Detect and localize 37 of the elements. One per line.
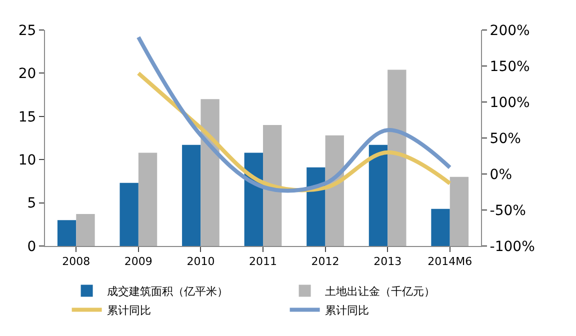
bar: [200, 99, 220, 246]
y2-tick-label: 50%: [490, 130, 521, 147]
bar: [368, 144, 388, 246]
y2-tick-label: -100%: [490, 238, 535, 255]
legend-label: 土地出让金（千亿元）: [324, 285, 435, 298]
bar: [325, 135, 344, 246]
y2-tick-label: 0%: [490, 166, 512, 183]
y-tick-label: 25: [18, 22, 36, 39]
bar: [450, 176, 469, 246]
bar: [182, 144, 201, 246]
bar: [57, 220, 76, 246]
y-tick-label: 5: [27, 196, 36, 212]
y-tick-label: 0: [27, 238, 36, 255]
bar: [263, 125, 282, 246]
y-tick-label: 20: [18, 66, 36, 82]
legend-label: 累计同比: [106, 304, 151, 318]
bar: [120, 182, 138, 246]
bar: [388, 70, 406, 246]
bar: [431, 208, 450, 246]
y-tick-label: 15: [18, 109, 36, 126]
x-tick-label: 2012: [311, 255, 340, 268]
x-tick-label: 2011: [249, 255, 277, 268]
x-tick-label: 2008: [62, 255, 90, 268]
bar: [138, 152, 158, 246]
legend-label: 成交建筑面积（亿平米）: [106, 285, 228, 298]
y2-tick-label: 100%: [490, 94, 530, 111]
x-tick-label: 2013: [374, 255, 402, 268]
y2-tick-label: -50%: [490, 202, 526, 219]
x-tick-label: 2010: [186, 255, 215, 268]
bar: [306, 167, 326, 246]
y2-tick-label: 200%: [490, 22, 530, 39]
x-tick-label: 2014M6: [428, 255, 472, 268]
y-tick-label: 10: [18, 152, 36, 168]
legend-label: 累计同比: [324, 304, 369, 318]
x-tick-label: 2009: [124, 255, 152, 268]
y2-tick-label: 150%: [490, 58, 530, 75]
bar: [76, 214, 95, 246]
